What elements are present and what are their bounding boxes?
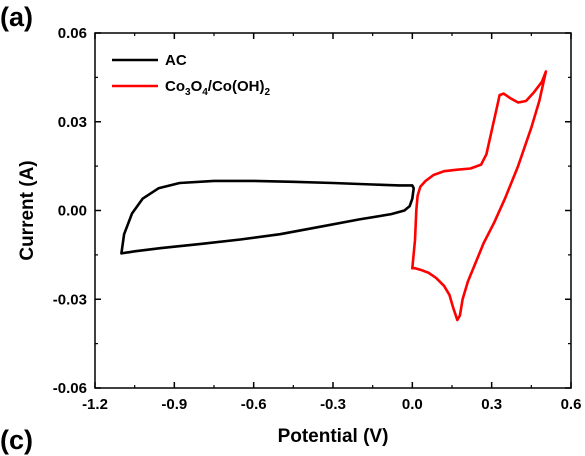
series-co3o4-line (411, 70, 548, 322)
y-tick-label: 0.00 (58, 203, 87, 220)
y-axis-ticks: -0.06 -0.03 0.00 0.03 0.06 (53, 25, 571, 397)
legend: AC Co3O4/Co(OH)2 (112, 52, 270, 98)
y-tick-label: -0.03 (53, 291, 87, 308)
y-tick-label: 0.06 (58, 25, 87, 42)
legend-label: AC (165, 52, 187, 69)
x-tick-label: -1.2 (82, 396, 108, 413)
series-layer (120, 70, 548, 322)
y-tick-label: 0.03 (58, 114, 87, 131)
panel-label-a: (a) (0, 2, 33, 32)
x-axis-ticks: -1.2 -0.9 -0.6 -0.3 0.0 0.3 0.6 (82, 33, 581, 413)
series-ac-line (120, 179, 415, 255)
y-axis-title: Current (A) (17, 160, 38, 260)
x-tick-label: -0.9 (161, 396, 187, 413)
x-tick-label: -0.6 (241, 396, 267, 413)
x-tick-label: 0.0 (402, 396, 423, 413)
x-tick-label: 0.6 (561, 396, 582, 413)
legend-label: Co3O4/Co(OH)2 (165, 78, 270, 98)
y-tick-label: -0.06 (53, 380, 87, 397)
x-tick-label: -0.3 (320, 396, 346, 413)
x-axis-title: Potential (V) (278, 426, 389, 447)
x-tick-label: 0.3 (481, 396, 502, 413)
